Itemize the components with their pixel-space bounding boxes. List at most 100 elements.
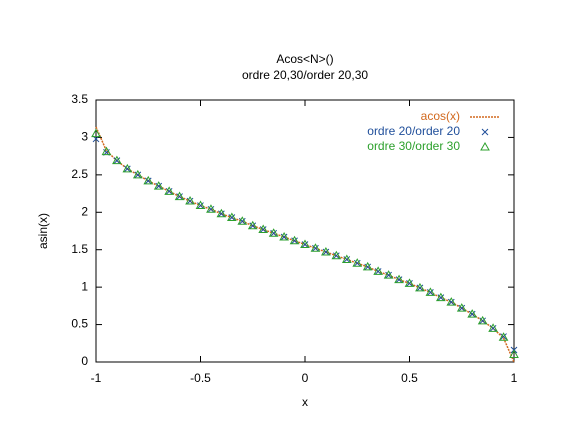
point	[427, 289, 434, 296]
point	[352, 258, 363, 267]
legend-swatch	[480, 141, 490, 151]
x-tick-label: -1	[91, 371, 102, 385]
point	[498, 332, 509, 341]
point	[332, 252, 340, 260]
point	[174, 191, 185, 201]
point	[143, 175, 154, 185]
point	[238, 217, 246, 225]
point	[373, 266, 384, 275]
point	[322, 248, 330, 256]
point	[437, 294, 445, 301]
x-tick-label: 1	[511, 371, 518, 385]
point	[155, 182, 163, 190]
point	[416, 284, 424, 292]
legend-label: acos(x)	[421, 109, 460, 123]
point	[291, 237, 298, 245]
chart-title: Acos<N>()	[276, 52, 333, 66]
y-tick-label: 0	[81, 354, 88, 368]
point	[270, 229, 278, 237]
y-axis-label: asin(x)	[36, 213, 50, 249]
y-tick-label: 3	[81, 130, 88, 144]
point	[186, 197, 194, 205]
point	[216, 208, 227, 218]
point	[312, 244, 319, 252]
point	[247, 220, 258, 230]
point	[258, 224, 269, 234]
y-tick-label: 1	[81, 279, 88, 293]
point	[479, 317, 487, 325]
point	[123, 165, 131, 173]
point	[249, 222, 257, 230]
point	[509, 349, 519, 359]
point	[144, 177, 152, 185]
point	[500, 333, 507, 340]
point	[353, 259, 361, 267]
point	[331, 250, 342, 260]
point	[425, 287, 436, 296]
point	[113, 157, 121, 164]
y-tick-label: 1.5	[71, 242, 88, 256]
point	[385, 271, 392, 279]
point	[134, 171, 142, 179]
point	[341, 254, 352, 263]
y-tick-label: 3.5	[71, 92, 88, 106]
x-tick-label: -0.5	[190, 371, 211, 385]
point	[395, 276, 403, 284]
chart-subtitle: ordre 20,30/order 20,30	[242, 68, 368, 82]
point	[259, 226, 267, 233]
point	[91, 128, 101, 138]
point	[228, 214, 236, 221]
point	[300, 239, 310, 248]
point	[447, 298, 455, 306]
point	[488, 323, 498, 332]
point	[468, 310, 476, 318]
point	[394, 274, 404, 284]
point	[206, 204, 216, 213]
point	[374, 268, 382, 275]
point	[122, 163, 133, 173]
point	[435, 292, 446, 302]
legend-swatch	[481, 128, 489, 136]
point	[456, 303, 467, 312]
point	[165, 187, 173, 195]
point	[226, 212, 237, 222]
point	[404, 278, 415, 287]
point	[218, 210, 225, 218]
point	[406, 280, 413, 287]
point	[415, 282, 425, 292]
y-tick-label: 2	[81, 204, 88, 218]
point	[101, 146, 112, 156]
point	[310, 243, 321, 252]
x-tick-label: 0.5	[401, 371, 418, 385]
y-tick-label: 0.5	[71, 317, 88, 331]
point	[176, 193, 183, 200]
point	[321, 246, 331, 256]
point	[164, 186, 175, 195]
legend-label: ordre 20/order 20	[367, 124, 460, 138]
point	[237, 216, 248, 225]
point	[301, 241, 309, 248]
point	[268, 228, 279, 237]
point	[153, 181, 164, 190]
point	[197, 202, 204, 209]
x-axis-label: x	[302, 395, 308, 409]
point	[383, 270, 394, 279]
point	[489, 324, 497, 332]
point	[289, 235, 300, 245]
point	[185, 196, 195, 205]
y-tick-label: 2.5	[71, 167, 88, 181]
point	[343, 256, 351, 263]
point	[446, 297, 457, 306]
point	[477, 315, 488, 325]
point	[467, 309, 478, 318]
point	[132, 169, 143, 179]
point	[207, 205, 215, 213]
point	[364, 263, 372, 271]
point	[362, 261, 373, 271]
point	[458, 304, 466, 312]
legend-label: ordre 30/order 30	[367, 139, 460, 153]
point	[280, 233, 288, 241]
point	[279, 231, 289, 241]
point	[112, 155, 122, 165]
